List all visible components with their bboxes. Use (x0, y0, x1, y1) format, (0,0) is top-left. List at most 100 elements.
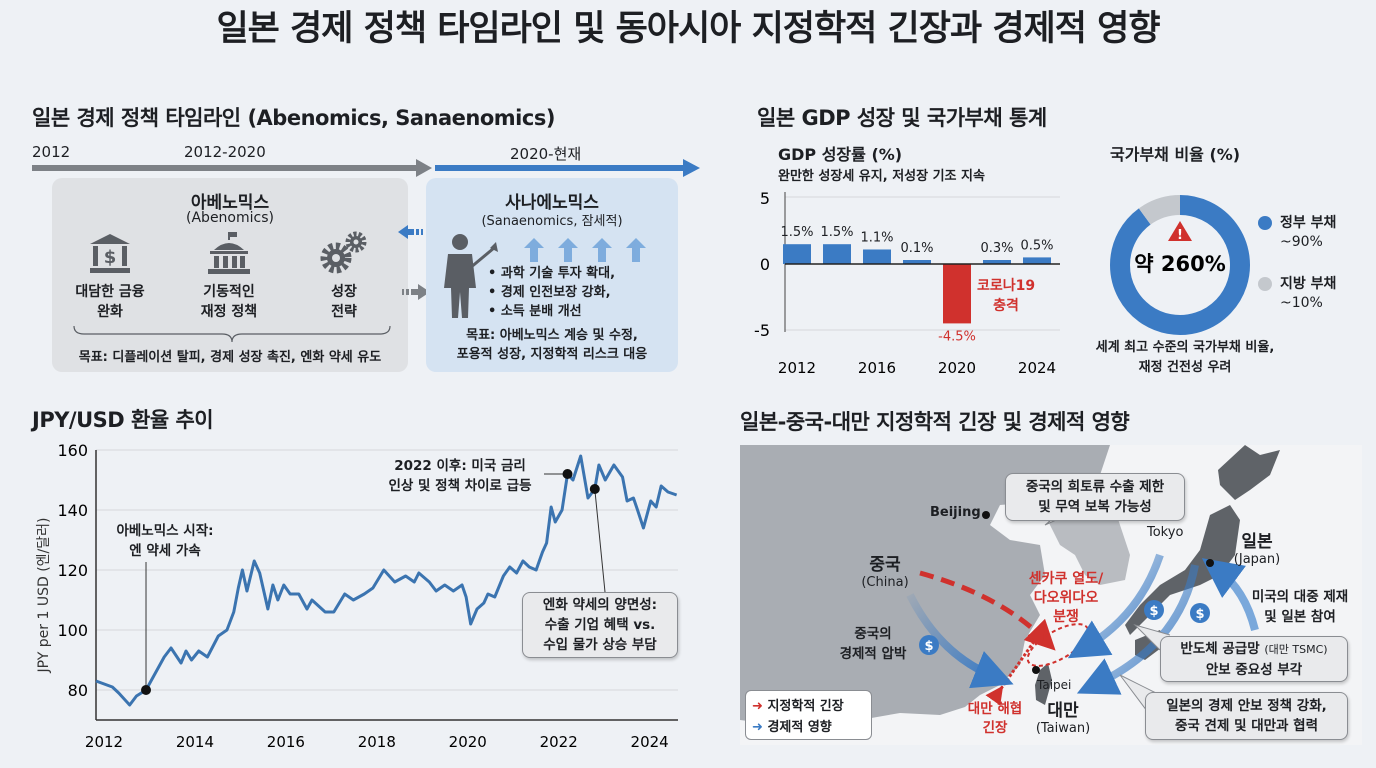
japan-label: 일본 (Japan) (1222, 527, 1292, 567)
gdp-chart-subtitle: 완만한 성장세 유지, 저성장 기조 지속 (778, 169, 985, 184)
timeline-heading: 일본 경제 정책 타임라인 (Abenomics, Sanaenomics) (32, 106, 555, 130)
dollar-icon: $ (1190, 603, 1210, 623)
label-line: 경제적 압박 (839, 646, 907, 662)
gdp-bar (863, 249, 891, 264)
y-tick-label: 160 (57, 441, 88, 460)
gdp-data-label: 1.5% (820, 225, 853, 240)
legend-label: 경제적 영향 (767, 720, 832, 735)
bank-dollar-icon: $ (90, 234, 130, 273)
pillar-line: 전략 (331, 304, 357, 320)
abenomics-subtitle: (Abenomics) (186, 210, 274, 226)
label-line: 분쟁 (1053, 609, 1079, 625)
caption-line: 세계 최고 수준의 국가부채 비율, (1095, 340, 1275, 355)
brace-divider (73, 325, 391, 343)
label-line: 긴장 (982, 720, 1008, 736)
dollar-icon: $ (919, 635, 939, 655)
gdp-chart-title: GDP 성장률 (%) (778, 145, 903, 164)
annotation-weak-yen-callout: 엔화 약세의 양면성: 수출 기업 혜택 vs. 수입 물가 상승 부담 (522, 592, 678, 658)
abenomics-title: 아베노믹스 (190, 193, 270, 213)
pillar-fiscal-policy: 기동적인 재정 정책 (170, 282, 288, 322)
y-tick-label: 5 (760, 189, 770, 208)
y-tick-label: 100 (57, 621, 88, 640)
country-name-en: (China) (861, 575, 909, 590)
timeline-arrow-gray (32, 159, 432, 177)
transition-arrows (398, 225, 430, 300)
country-name: 일본 (1241, 532, 1273, 552)
x-tick-label: 2016 (858, 359, 896, 377)
annotation-abenomics-start: 아베노믹스 시작: 엔 약세 가속 (95, 521, 235, 561)
annotation-line: 수입 물가 상승 부담 (543, 637, 657, 653)
warning-mark: ! (1177, 228, 1183, 243)
y-tick-label: 140 (57, 501, 88, 520)
taiwan-strait-label: 대만 해협 긴장 (955, 700, 1035, 738)
pillar-line: 재정 정책 (200, 304, 258, 320)
callout-line: 반도체 공급망 (1180, 641, 1260, 657)
annotation-line: 아베노믹스 시작: (116, 523, 214, 539)
legend-item-economic: ➜ 경제적 영향 (752, 716, 832, 735)
sanaenomics-subtitle: (Sanaenomics, 잠세적) (481, 214, 623, 229)
annotation-2022-surge: 2022 이후: 미국 금리 인상 및 정책 차이로 급등 (375, 456, 545, 496)
goal-line: 목표: 아베노믹스 계승 및 수정, (466, 328, 638, 343)
annotation-point (589, 484, 600, 494)
annotation-line: 엔 약세 가속 (129, 543, 201, 559)
sanaenomics-bullets: • 과학 기술 투자 확대, • 경제 인전보장 강화, • 소득 분배 개선 (488, 264, 615, 321)
map-heading: 일본-중국-대만 지정학적 긴장 및 경제적 영향 (740, 410, 1130, 434)
blue-arrow-icon: ➜ (752, 720, 763, 735)
goal-line: 포용적 성장, 지정학적 리스크 대응 (456, 347, 648, 362)
warning-icon: ! (1168, 221, 1192, 243)
pillar-line: 성장 (331, 284, 357, 300)
callout-line: 중국의 희토류 수출 제한 (1025, 479, 1165, 495)
annotation-line: 수출 기업 혜택 vs. (544, 617, 656, 633)
annotation-line: 엔화 약세의 양면성: (542, 597, 658, 613)
caption-line: 재정 건전성 우려 (1138, 360, 1232, 375)
china-economic-pressure-arrow (906, 593, 1014, 689)
bullet-item: • 경제 인전보장 강화, (488, 285, 611, 300)
legend-value: ~90% (1280, 234, 1323, 250)
gdp-data-label: 0.1% (900, 241, 933, 256)
legend-label: 지방 부채 (1280, 276, 1337, 292)
debt-caption: 세계 최고 수준의 국가부채 비율, 재정 건전성 우려 (1085, 338, 1285, 378)
geopolitical-tension-arrow (919, 570, 1056, 651)
abenomics-goal: 목표: 디플레이션 탈피, 경제 성장 촉진, 엔화 약세 유도 (78, 350, 382, 365)
china-pressure-label: 중국의 경제적 압박 (818, 624, 928, 664)
label-line: 센카쿠 열도/ (1028, 571, 1104, 587)
donut-slice (1110, 195, 1250, 335)
x-tick-label: 2014 (176, 733, 214, 751)
gdp-bar (943, 264, 971, 324)
beijing-dot (982, 511, 990, 519)
svg-text:$: $ (1195, 607, 1204, 622)
arrow-left-icon (398, 225, 423, 239)
page-title: 일본 경제 정책 타임라인 및 동아시아 지정학적 긴장과 경제적 영향 (216, 9, 1160, 49)
callout-line: 및 무역 보복 가능성 (1038, 499, 1152, 515)
gears-icon (320, 231, 367, 274)
debt-chart-title: 국가부채 비율 (%) (1110, 145, 1241, 164)
stats-heading: 일본 GDP 성장 및 국가부채 통계 (757, 106, 1047, 130)
tokyo-dot (1206, 559, 1214, 567)
x-tick-label: 2018 (358, 733, 396, 751)
japan-economic-arrow-1 (1067, 553, 1164, 659)
semiconductor-callout: 반도체 공급망 (대만 TSMC) 안보 중요성 부각 (1160, 636, 1348, 682)
legend-dot (1258, 216, 1272, 230)
bullet-item: • 소득 분배 개선 (488, 304, 582, 319)
timeline-arrow-blue (435, 159, 700, 177)
taipei-label: Taipei (1037, 678, 1072, 692)
gdp-data-label: 0.3% (980, 241, 1013, 256)
country-name: 대만 (1047, 701, 1079, 721)
leader-growth-illustration (444, 234, 646, 318)
gdp-bar-chart: 5 0 -5 1.5% 1.5% 1.1% 0.1% -4.5% 0.3% 0.5% 2012 201… (754, 189, 1060, 377)
country-name-en: (Taiwan) (1035, 721, 1091, 736)
svg-text:$: $ (924, 639, 933, 654)
dollar-icon: $ (1144, 600, 1164, 620)
us-sanction-arrow (1201, 558, 1259, 632)
legend-item-tension: ➜ 지정학적 긴장 (752, 695, 844, 714)
label-line: 미국의 대중 제재 (1251, 589, 1349, 605)
timeline-label-2012-2020: 2012-2020 (184, 143, 266, 161)
taiwan-label: 대만 (Taiwan) (1025, 696, 1101, 736)
arrow-right-icon (402, 284, 430, 300)
gdp-bar (903, 260, 931, 264)
pillar-monetary-easing: 대담한 금융 완화 (52, 282, 168, 322)
timeline-label-2012: 2012 (32, 143, 71, 161)
annotation-line: 인상 및 정책 차이로 급등 (388, 478, 532, 494)
